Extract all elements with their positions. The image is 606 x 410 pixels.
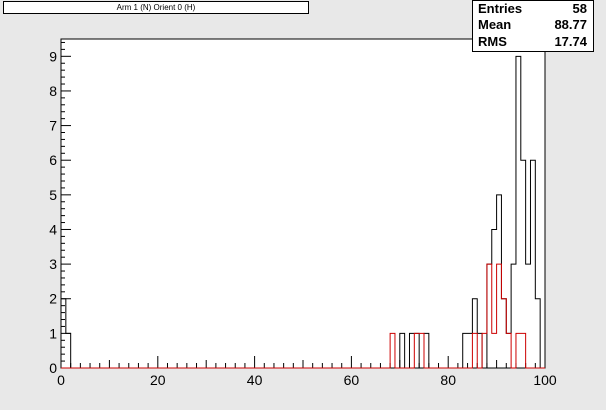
- y-tick-label: 0: [49, 360, 57, 376]
- y-tick-label: 3: [49, 256, 57, 272]
- y-tick-label: 5: [49, 187, 57, 203]
- stats-entries-label: Entries: [478, 1, 523, 16]
- stats-rms-label: RMS: [478, 34, 507, 49]
- stats-entries-row: Entries 58: [478, 1, 587, 17]
- y-tick-label: 9: [49, 48, 57, 64]
- y-tick-label: 7: [49, 118, 57, 134]
- stats-mean-label: Mean: [478, 17, 512, 32]
- stats-mean-value: 88.77: [554, 17, 587, 32]
- y-tick-label: 4: [49, 221, 57, 237]
- stats-rms-row: RMS 17.74: [478, 34, 587, 50]
- stats-mean-row: Mean 88.77: [478, 17, 587, 33]
- chart-title: Arm 1 (N) Orient 0 (H): [3, 1, 309, 14]
- x-tick-label: 20: [150, 372, 166, 388]
- x-tick-label: 100: [533, 372, 557, 388]
- stats-entries-value: 58: [572, 1, 587, 16]
- stats-box: Entries 58 Mean 88.77 RMS 17.74: [472, 0, 594, 52]
- plot-frame: [60, 38, 546, 369]
- y-tick-label: 2: [49, 291, 57, 307]
- histogram-series-2: [61, 263, 545, 369]
- y-tick-label: 6: [49, 152, 57, 168]
- stats-rms-value: 17.74: [554, 34, 587, 49]
- x-tick-label: 40: [247, 372, 263, 388]
- y-tick-label: 8: [49, 83, 57, 99]
- histogram-series: [60, 55, 545, 369]
- x-tick-label: 0: [57, 372, 65, 388]
- x-tick-label: 60: [344, 372, 360, 388]
- y-tick-label: 1: [49, 325, 57, 341]
- x-tick-label: 80: [440, 372, 456, 388]
